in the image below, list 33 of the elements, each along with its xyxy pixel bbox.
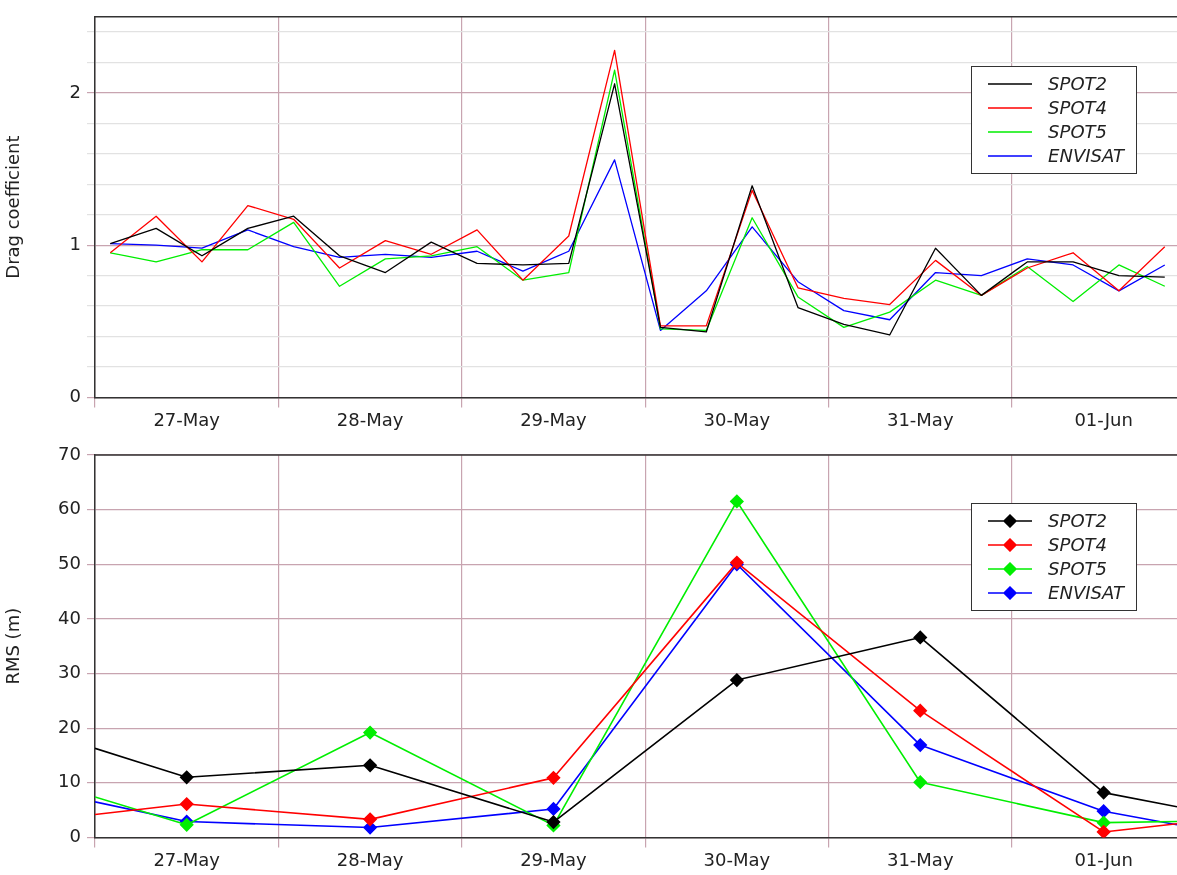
y-tick-label: 20 <box>58 715 81 737</box>
y-tick-label: 50 <box>58 551 81 573</box>
x-tick-label: 30-May <box>703 848 771 870</box>
y-tick-label: 10 <box>58 770 81 792</box>
x-tick-label: 27-May <box>153 408 221 430</box>
y-tick-label: 0 <box>69 825 81 847</box>
y-tick-label: 1 <box>69 232 81 254</box>
y-tick-label: 30 <box>58 661 81 683</box>
y-axis-title: RMS (m) <box>2 607 24 685</box>
legend-label: SPOT2 <box>1048 509 1108 533</box>
legend-label: ENVISAT <box>1048 144 1124 168</box>
x-tick-label: 28-May <box>336 408 404 430</box>
x-tick-label: 31-May <box>886 848 954 870</box>
y-axis-title: Drag coefficient <box>2 135 24 279</box>
y-tick-label: 2 <box>69 80 81 102</box>
x-tick-label: 01-Jun <box>1074 848 1133 870</box>
y-tick-label: 40 <box>58 606 81 628</box>
legend-label: SPOT2 <box>1048 72 1108 96</box>
x-tick-label: 29-May <box>520 408 588 430</box>
x-tick-label: 28-May <box>336 848 404 870</box>
legend-label: ENVISAT <box>1048 581 1124 605</box>
y-tick-label: 0 <box>69 385 81 407</box>
legend-label: SPOT5 <box>1048 557 1108 581</box>
y-tick-label: 70 <box>58 442 81 464</box>
y-tick-label: 60 <box>58 497 81 519</box>
x-tick-label: 29-May <box>520 848 588 870</box>
x-tick-label: 27-May <box>153 848 221 870</box>
legend-label: SPOT4 <box>1048 533 1108 557</box>
legend-label: SPOT4 <box>1048 96 1108 120</box>
x-tick-label: 01-Jun <box>1074 408 1133 430</box>
x-tick-label: 30-May <box>703 408 771 430</box>
x-tick-label: 31-May <box>886 408 954 430</box>
legend-label: SPOT5 <box>1048 120 1108 144</box>
